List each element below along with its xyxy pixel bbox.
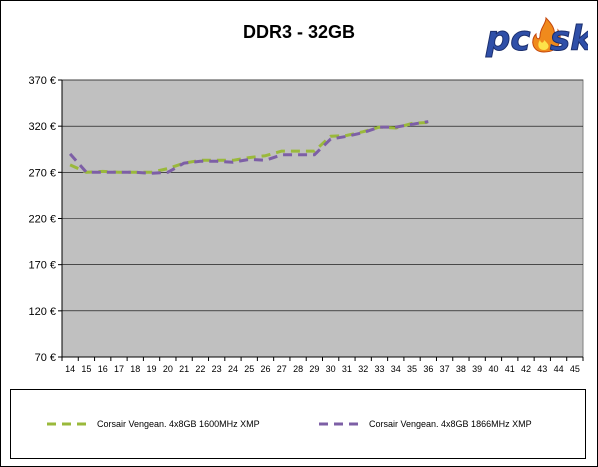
x-tick-label: 31: [342, 364, 352, 374]
x-tick-label: 43: [537, 364, 547, 374]
x-tick-label: 45: [570, 364, 580, 374]
x-tick-label: 18: [130, 364, 140, 374]
x-tick-label: 19: [147, 364, 157, 374]
chart-title: DDR3 - 32GB: [242, 22, 356, 42]
x-tick-label: 23: [212, 364, 222, 374]
pcosk-logo: pc sk: [485, 16, 588, 58]
logo-text-right: sk: [550, 19, 588, 58]
x-tick-label: 21: [179, 364, 189, 374]
x-tick-label: 26: [261, 364, 271, 374]
legend-label-1866: Corsair Vengean. 4x8GB 1866MHz XMP: [369, 419, 532, 429]
x-tick-label: 22: [195, 364, 205, 374]
x-tick-label: 29: [309, 364, 319, 374]
y-tick-label: 220 €: [28, 214, 56, 226]
x-tick-label: 33: [374, 364, 384, 374]
x-tick-label: 42: [521, 364, 531, 374]
x-tick-label: 30: [326, 364, 336, 374]
x-tick-label: 39: [472, 364, 482, 374]
gridlines: [62, 79, 583, 312]
x-tick-label: 40: [488, 364, 498, 374]
x-tick-label: 41: [505, 364, 515, 374]
x-tick-label: 34: [391, 364, 401, 374]
logo-text-left: pc: [485, 19, 531, 58]
x-tick-label: 38: [456, 364, 466, 374]
legend: Corsair Vengean. 4x8GB 1600MHz XMP Corsa…: [10, 389, 586, 459]
x-tick-label: 37: [440, 364, 450, 374]
x-tick-label: 14: [65, 364, 75, 374]
x-tick-label: 20: [163, 364, 173, 374]
x-tick-label: 25: [244, 364, 254, 374]
y-tick-label: 270 €: [28, 167, 56, 179]
series-lines: [68, 120, 429, 175]
x-tick-label: 36: [423, 364, 433, 374]
x-tick-label: 15: [81, 364, 91, 374]
x-tick-label: 28: [293, 364, 303, 374]
x-tick-label: 16: [98, 364, 108, 374]
y-tick-label: 170 €: [28, 260, 56, 272]
y-tick-label: 120 €: [28, 306, 56, 318]
y-tick-label: 70 €: [35, 352, 56, 364]
x-tick-label: 35: [407, 364, 417, 374]
x-axis-ticks: 14 15 16 17 18 19 20 21 22 23 24 25 26 27 28 29 30 31 32 33…: [61, 357, 584, 374]
x-tick-label: 32: [358, 364, 368, 374]
series-line-1866: [68, 120, 429, 175]
x-tick-label: 27: [277, 364, 287, 374]
x-tick-label: 24: [228, 364, 238, 374]
x-tick-label: 44: [554, 364, 564, 374]
y-tick-label: 370 €: [28, 75, 56, 87]
flame-icon: [532, 16, 561, 53]
x-tick-label: 17: [114, 364, 124, 374]
legend-label-1600: Corsair Vengean. 4x8GB 1600MHz XMP: [97, 419, 260, 429]
y-tick-label: 320 €: [28, 121, 56, 133]
